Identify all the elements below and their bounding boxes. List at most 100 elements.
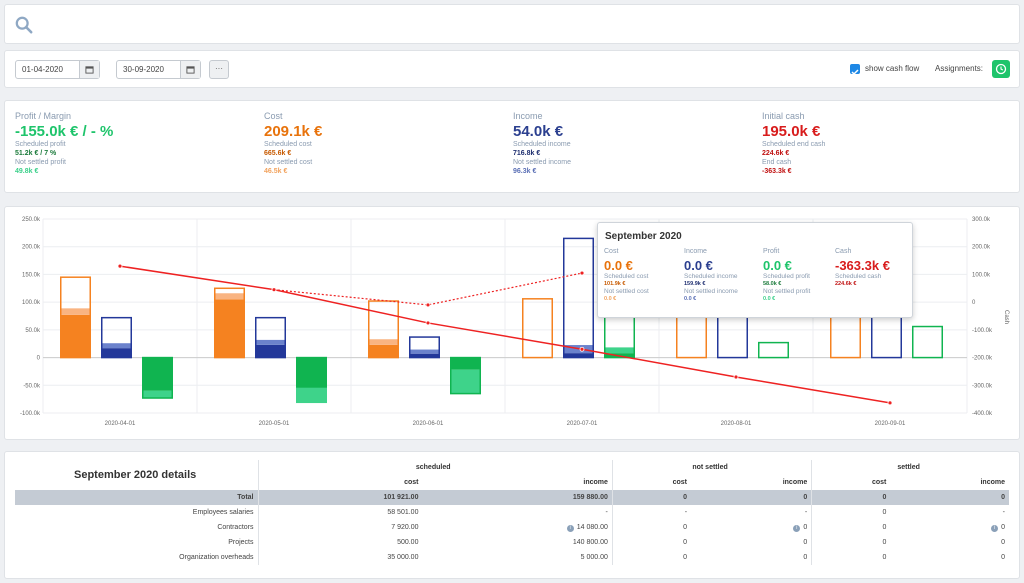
cell-value: 0 — [683, 539, 688, 546]
date-to-value[interactable]: 30-09-2020 — [123, 65, 164, 74]
more-options-button[interactable]: ··· — [209, 60, 229, 79]
cost-bar-scheduled — [368, 300, 399, 359]
column-header: cost — [257, 475, 423, 490]
kpi-sub-value: 716.8k € — [513, 150, 541, 157]
details-title: September 2020 details — [74, 469, 197, 481]
table-row: Contractors 7 920.00 i 14 080.00 0 i 0 0 i 0 — [15, 520, 1009, 535]
tooltip-m: -363.3k € — [835, 258, 890, 273]
kpi-title: Initial cash — [762, 111, 805, 121]
tooltip-title: September 2020 — [605, 231, 682, 242]
kpi-sub-label: Not settled profit — [15, 159, 66, 166]
y-tick-label: 50.0k — [25, 328, 41, 334]
profit-bar-not-settled — [450, 369, 481, 394]
cell-value: 0 — [683, 494, 688, 501]
table-row: Total 101 921.00 159 880.00 0 0 0 0 — [15, 490, 1009, 505]
tooltip-v: 58.0k € — [763, 281, 782, 287]
cell-value: 58 501.00 — [387, 509, 419, 516]
search-bar[interactable] — [4, 4, 1020, 44]
cell-value: 0 — [1001, 523, 1005, 531]
cell-value: 7 920.00 — [391, 524, 419, 531]
kpi-profit: Profit / Margin -155.0k € / - % Schedule… — [15, 111, 255, 176]
date-from-field[interactable]: 01-04-2020 — [15, 60, 100, 79]
income-bar-scheduled — [101, 316, 132, 359]
table-cell: 0 — [890, 535, 1009, 550]
table-cell: - — [890, 505, 1009, 520]
table-cell: 0 — [811, 550, 891, 565]
table-cell: 0 — [611, 535, 692, 550]
tooltip-col-profit: Profit 0.0 € Scheduled profit 58.0k € Not se… — [763, 248, 839, 303]
tooltip-col-cost: Cost 0.0 € Scheduled cost 101.9k € Not settl… — [604, 248, 680, 303]
y2-tick-label: -200.0k — [972, 356, 993, 362]
row-label: Organization overheads — [179, 554, 254, 561]
table-cell: 58 501.00 — [257, 505, 423, 520]
x-tick-label: 2020-07-01 — [567, 421, 598, 427]
table-cell: 0 — [691, 550, 812, 565]
tooltip-col-income: Income 0.0 € Scheduled income 159.9k € Not s… — [684, 248, 760, 303]
tooltip-v: 0.0 € — [604, 296, 617, 302]
cash-flow-chart[interactable]: 250.0k 200.0k 150.0k 100.0k 50.0k 0 -50.0k -100… — [5, 207, 1021, 441]
cell-value: - — [804, 509, 808, 516]
table-cell: 0 — [811, 505, 891, 520]
income-bar-scheduled — [563, 237, 594, 359]
kpi-sub-value: 49.8k € — [15, 168, 39, 175]
kpi-sub-value: 51.2k € / 7 % — [15, 150, 57, 157]
table-cell: 35 000.00 — [257, 550, 423, 565]
income-bar-scheduled — [409, 336, 440, 359]
kpi-sub-label: End cash — [762, 159, 792, 166]
column-header: income — [583, 479, 608, 486]
row-label: Contractors — [217, 524, 254, 531]
cash-point — [733, 374, 739, 380]
cost-bar-scheduled — [214, 287, 245, 359]
table-cell: 5 000.00 — [422, 550, 612, 565]
chart-tooltip: September 2020 Cost 0.0 € Scheduled cost 10… — [597, 222, 913, 318]
scheduled-cash-point — [579, 270, 585, 276]
y2-tick-label: 200.0k — [972, 245, 991, 251]
group-header: settled — [811, 460, 1009, 475]
cell-value: 0 — [882, 509, 887, 516]
assignments-button[interactable] — [992, 60, 1010, 78]
cash-line — [119, 265, 891, 404]
y2-tick-label: 100.0k — [972, 272, 991, 278]
group-header: scheduled — [257, 460, 613, 475]
y-tick-label: 150.0k — [22, 272, 41, 278]
kpi-main-value: 54.0k € — [513, 123, 564, 140]
x-tick-label: 2020-04-01 — [105, 421, 136, 427]
show-cash-flow-label[interactable]: show cash flow — [865, 64, 920, 73]
tooltip-s: Scheduled profit — [763, 273, 810, 280]
calendar-icon[interactable] — [180, 61, 200, 78]
income-bar-settled — [255, 344, 286, 358]
kpi-sub-label: Scheduled cost — [264, 141, 312, 148]
tooltip-l: Profit — [763, 248, 780, 255]
show-cash-flow-checkbox[interactable] — [850, 64, 860, 76]
y-tick-label: -50.0k — [23, 383, 41, 389]
profit-bar-settled — [450, 357, 481, 370]
y-tick-label: 250.0k — [22, 217, 41, 223]
cell-value: - — [1002, 509, 1005, 516]
x-tick-label: 2020-09-01 — [875, 421, 906, 427]
group-header: not settled — [611, 460, 812, 475]
column-header: cost — [811, 475, 891, 490]
cell-value: 0 — [882, 524, 887, 531]
cash-point — [579, 346, 585, 352]
y-tick-label: 0 — [37, 356, 41, 362]
info-icon[interactable]: i — [793, 524, 801, 532]
info-icon[interactable]: i — [566, 524, 574, 532]
table-cell: 0 — [811, 490, 891, 505]
profit-bar-scheduled — [142, 356, 173, 399]
search-icon[interactable] — [15, 16, 33, 34]
checkmark-icon — [851, 69, 859, 76]
kpi-sub-value: 46.5k € — [264, 168, 288, 175]
tooltip-s: Not settled cost — [604, 288, 649, 295]
kpi-sub-label: Scheduled income — [513, 141, 571, 148]
date-from-value[interactable]: 01-04-2020 — [22, 65, 63, 74]
calendar-icon[interactable] — [79, 61, 99, 78]
assignments-label: Assignments: — [935, 64, 984, 73]
kpi-sub-value: 665.6k € — [264, 150, 292, 157]
row-label: Total — [15, 490, 258, 505]
cell-value: 0 — [1001, 554, 1005, 561]
kpi-main-value: 195.0k € — [762, 123, 821, 140]
date-to-field[interactable]: 30-09-2020 — [116, 60, 201, 79]
info-icon[interactable]: i — [991, 524, 999, 532]
